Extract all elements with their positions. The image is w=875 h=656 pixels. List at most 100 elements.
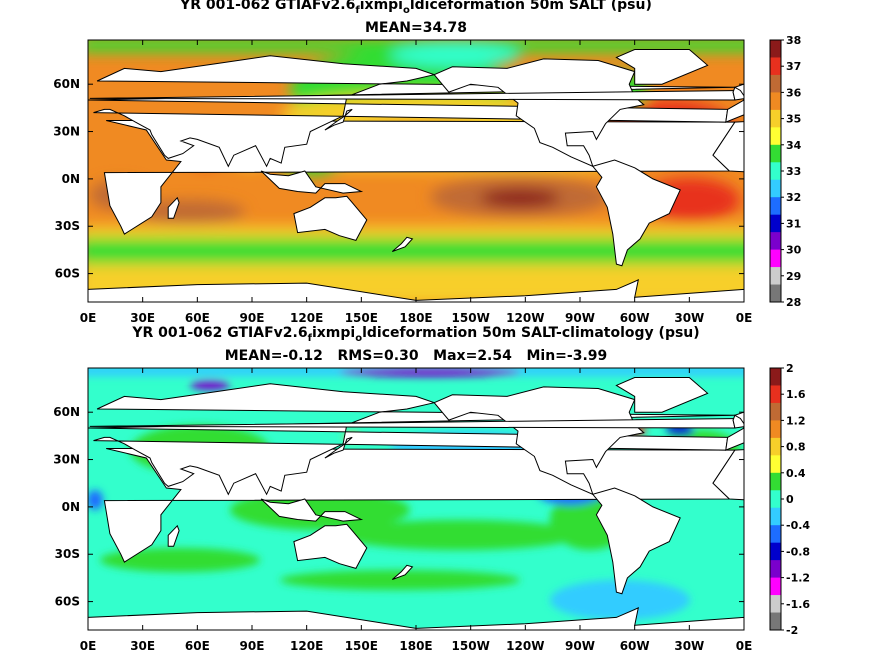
land-japan bbox=[324, 436, 353, 459]
colorbar-label: 35 bbox=[786, 113, 801, 126]
x-tick-label: 0E bbox=[80, 639, 97, 653]
colorbar-label: -1.6 bbox=[786, 598, 810, 611]
colorbar-swatch bbox=[770, 577, 781, 596]
colorbar-swatch bbox=[770, 127, 781, 146]
y-tick-label: 30N bbox=[53, 125, 80, 139]
colorbar-swatch bbox=[770, 267, 781, 286]
x-tick-label: 60E bbox=[185, 639, 210, 653]
colorbar-swatch bbox=[770, 385, 781, 404]
colorbar-label: 33 bbox=[786, 165, 801, 178]
colorbar-label: 38 bbox=[786, 34, 801, 47]
x-tick-label: 120W bbox=[506, 311, 544, 325]
colorbar-label: -2 bbox=[786, 624, 798, 637]
colorbar-swatch bbox=[770, 525, 781, 544]
x-tick-label: 150E bbox=[345, 639, 378, 653]
land-madagascar bbox=[167, 196, 180, 219]
colorbar-label: 31 bbox=[786, 217, 801, 230]
colorbar-swatch bbox=[770, 249, 781, 268]
colorbar-swatch bbox=[770, 472, 781, 491]
land-eurasia bbox=[88, 55, 735, 168]
land-south-america bbox=[591, 159, 681, 267]
colorbar-label: 2 bbox=[786, 362, 794, 375]
colorbar-label: 0 bbox=[786, 493, 794, 506]
y-tick-label: 60S bbox=[55, 267, 80, 281]
colorbar-swatch bbox=[770, 74, 781, 93]
y-tick-label: 60S bbox=[55, 595, 80, 609]
colorbar-swatch bbox=[770, 92, 781, 111]
x-tick-label: 120E bbox=[290, 639, 323, 653]
colorbar-swatch bbox=[770, 612, 781, 631]
land-south-america bbox=[591, 487, 681, 595]
colorbar-label: 34 bbox=[786, 139, 802, 152]
x-tick-label: 120E bbox=[290, 311, 323, 325]
x-tick-label: 30E bbox=[130, 639, 155, 653]
x-tick-label: 60W bbox=[620, 311, 650, 325]
colorbar-swatch bbox=[770, 420, 781, 439]
x-tick-label: 150W bbox=[452, 311, 490, 325]
land-north-america bbox=[433, 58, 645, 168]
colorbar-label: -0.4 bbox=[786, 519, 810, 532]
land-antarctica bbox=[88, 279, 744, 302]
x-tick-label: 180E bbox=[399, 311, 432, 325]
bottom-colorbar: 2 1.6 1.2 0.8 0.4 0 -0.4 -0.8 -1.2 -1.6 -2 bbox=[769, 362, 810, 637]
colorbar-swatch bbox=[770, 197, 781, 216]
y-tick-label: 60N bbox=[53, 77, 80, 91]
colorbar-label: 30 bbox=[786, 244, 802, 257]
colorbar-swatch bbox=[770, 109, 781, 128]
top-chart-title: YR 001-062 GTIAFv2.6fixmpioldiceformatio… bbox=[180, 0, 652, 16]
land-indonesia bbox=[260, 498, 364, 522]
colorbar-swatch bbox=[770, 284, 781, 303]
x-tick-label: 60W bbox=[620, 639, 650, 653]
y-tick-label: 30S bbox=[55, 547, 80, 561]
y-tick-label: 30S bbox=[55, 219, 80, 233]
top-land-mask bbox=[88, 49, 744, 302]
x-tick-label: 30W bbox=[674, 311, 704, 325]
x-tick-label: 120W bbox=[506, 639, 544, 653]
x-tick-label: 0E bbox=[736, 311, 753, 325]
colorbar-swatch bbox=[770, 542, 781, 561]
x-tick-label: 90E bbox=[240, 639, 265, 653]
colorbar-swatch bbox=[770, 437, 781, 456]
x-tick-label: 90E bbox=[240, 311, 265, 325]
bottom-chart-title: YR 001-062 GTIAFv2.6fixmpioldiceformatio… bbox=[132, 325, 700, 344]
land-eurasia bbox=[88, 383, 735, 496]
land-australia bbox=[293, 195, 368, 241]
colorbar-swatch bbox=[770, 368, 781, 386]
colorbar-label: 1.6 bbox=[786, 388, 806, 401]
x-tick-label: 30W bbox=[674, 639, 704, 653]
top-colorbar: 38 37 36 35 34 33 32 31 30 29 28 bbox=[769, 34, 802, 309]
land-africa-wrap bbox=[712, 121, 744, 173]
x-tick-label: 0E bbox=[736, 639, 753, 653]
colorbar-swatch bbox=[770, 214, 781, 233]
y-tick-label: 0N bbox=[62, 172, 80, 186]
x-tick-label: 30E bbox=[130, 311, 155, 325]
land-australia bbox=[293, 523, 368, 569]
y-tick-label: 0N bbox=[62, 500, 80, 514]
y-tick-label: 60N bbox=[53, 405, 80, 419]
bottom-axes: 0E 30E 60E 90E 120E 150E 180E 150W 120W 90W 60W 30W… bbox=[53, 368, 752, 653]
x-tick-label: 0E bbox=[80, 311, 97, 325]
colorbar-swatch bbox=[770, 455, 781, 474]
top-axes: 0E 30E 60E 90E 120E 150E 180E 150W 120W 90W 60W 30W… bbox=[53, 40, 752, 325]
colorbar-label: 32 bbox=[786, 191, 801, 204]
colorbar-swatch bbox=[770, 232, 781, 251]
colorbar-label: 0.4 bbox=[786, 467, 806, 480]
colorbar-swatch bbox=[770, 507, 781, 526]
colorbar-swatch bbox=[770, 40, 781, 58]
x-tick-label: 180E bbox=[399, 639, 432, 653]
land-north-america bbox=[433, 386, 645, 496]
land-japan bbox=[324, 108, 353, 131]
colorbar-swatch bbox=[770, 595, 781, 614]
colorbar-label: 1.2 bbox=[786, 414, 806, 427]
land-greenland bbox=[615, 49, 709, 85]
bottom-chart-stats: MEAN=-0.12 RMS=0.30 Max=2.54 Min=-3.99 bbox=[224, 348, 608, 364]
colorbar-swatch bbox=[770, 144, 781, 163]
colorbar-label: 36 bbox=[786, 86, 802, 99]
x-tick-label: 150W bbox=[452, 639, 490, 653]
x-tick-label: 150E bbox=[345, 311, 378, 325]
land-antarctica bbox=[88, 607, 744, 630]
bottom-land-mask bbox=[88, 377, 744, 630]
colorbar-label: 37 bbox=[786, 60, 801, 73]
top-chart-stats: MEAN=34.78 bbox=[364, 20, 468, 36]
